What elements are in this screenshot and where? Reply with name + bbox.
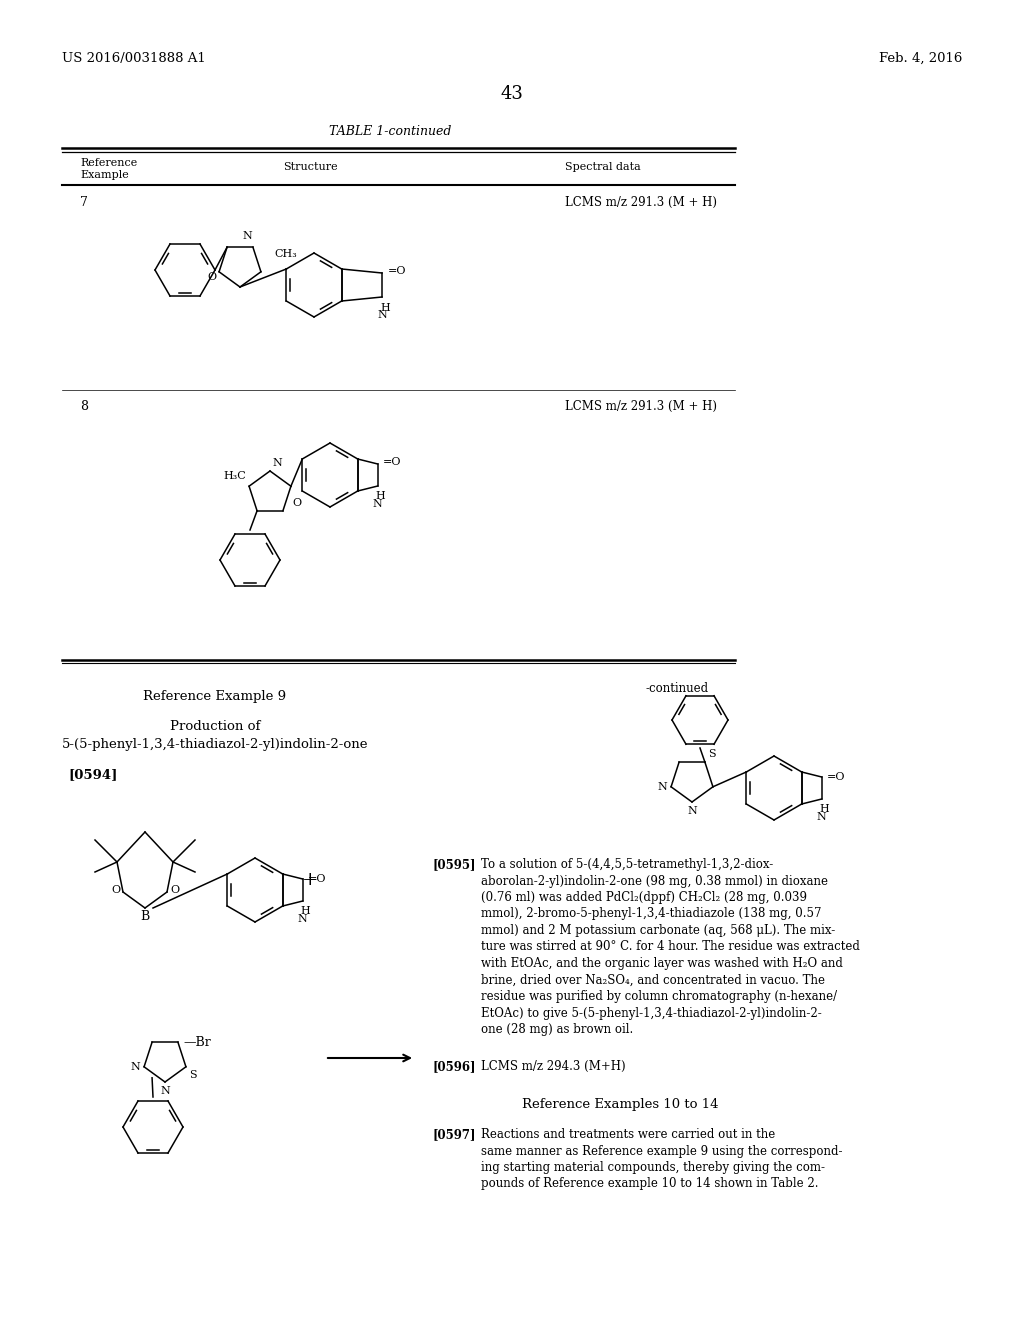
Text: [0594]: [0594] (68, 768, 118, 781)
Text: N: N (373, 499, 383, 510)
Text: H: H (376, 491, 386, 502)
Text: 8: 8 (80, 400, 88, 413)
Text: —Br: —Br (184, 1036, 212, 1048)
Text: N: N (817, 812, 826, 822)
Text: 5-(5-phenyl-1,3,4-thiadiazol-2-yl)indolin-2-one: 5-(5-phenyl-1,3,4-thiadiazol-2-yl)indoli… (61, 738, 369, 751)
Text: US 2016/0031888 A1: US 2016/0031888 A1 (62, 51, 206, 65)
Text: 7: 7 (80, 195, 88, 209)
Text: -continued: -continued (645, 682, 709, 696)
Text: N: N (272, 458, 282, 469)
Text: S: S (708, 750, 716, 759)
Text: O: O (292, 498, 301, 508)
Text: =O: =O (388, 267, 407, 276)
Text: N: N (377, 310, 387, 319)
Text: O: O (111, 884, 120, 895)
Text: LCMS m/z 291.3 (M + H): LCMS m/z 291.3 (M + H) (565, 400, 717, 413)
Text: 43: 43 (501, 84, 523, 103)
Text: N: N (298, 913, 307, 924)
Text: CH₃: CH₃ (274, 248, 297, 259)
Text: H: H (301, 906, 310, 916)
Text: =O: =O (826, 772, 845, 781)
Text: S: S (188, 1069, 197, 1080)
Text: To a solution of 5-(4,4,5,5-tetramethyl-1,3,2-diox-
aborolan-2-yl)indolin-2-one : To a solution of 5-(4,4,5,5-tetramethyl-… (481, 858, 860, 1036)
Text: N: N (657, 781, 667, 792)
Text: N: N (242, 231, 252, 242)
Text: =O: =O (383, 457, 401, 467)
Text: +: + (302, 871, 318, 888)
Text: O: O (170, 884, 179, 895)
Text: [0597]: [0597] (433, 1129, 476, 1140)
Text: Reference Example 9: Reference Example 9 (143, 690, 287, 704)
Text: Structure: Structure (283, 162, 337, 172)
Text: H₃C: H₃C (223, 471, 246, 480)
Text: Production of: Production of (170, 719, 260, 733)
Text: O: O (207, 272, 216, 282)
Text: LCMS m/z 291.3 (M + H): LCMS m/z 291.3 (M + H) (565, 195, 717, 209)
Text: B: B (140, 909, 150, 923)
Text: TABLE 1-continued: TABLE 1-continued (329, 125, 452, 139)
Text: Spectral data: Spectral data (565, 162, 641, 172)
Text: LCMS m/z 294.3 (M+H): LCMS m/z 294.3 (M+H) (481, 1060, 626, 1073)
Text: =O: =O (308, 874, 327, 884)
Text: [0595]: [0595] (433, 858, 476, 871)
Text: Reference
Example: Reference Example (80, 158, 137, 180)
Text: H: H (820, 804, 829, 814)
Text: Feb. 4, 2016: Feb. 4, 2016 (879, 51, 962, 65)
Text: N: N (687, 807, 697, 816)
Text: H: H (380, 304, 390, 313)
Text: Reactions and treatments were carried out in the
same manner as Reference exampl: Reactions and treatments were carried ou… (481, 1129, 843, 1191)
Text: N: N (130, 1061, 140, 1072)
Text: Reference Examples 10 to 14: Reference Examples 10 to 14 (522, 1098, 718, 1111)
Text: [0596]: [0596] (433, 1060, 476, 1073)
Text: N: N (160, 1086, 170, 1096)
